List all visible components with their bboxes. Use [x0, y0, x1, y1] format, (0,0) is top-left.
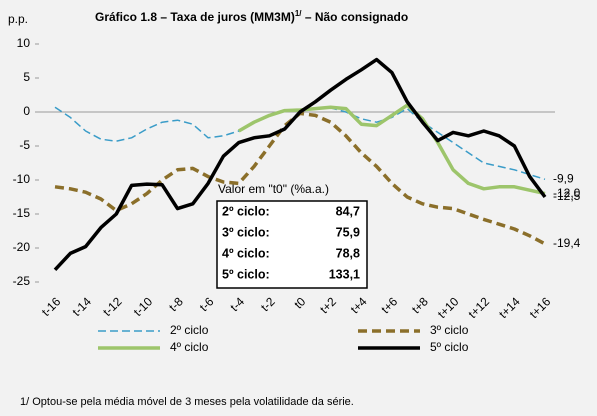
x-tick-label: t+12	[465, 294, 492, 321]
annotation-value: 78,8	[336, 246, 360, 260]
x-tick-label: t-10	[131, 294, 156, 319]
x-tick-label: t+10	[435, 294, 462, 321]
legend-label: 2º ciclo	[170, 323, 209, 337]
x-tick-label: t0	[291, 294, 308, 311]
y-tick-label: -5	[19, 138, 30, 152]
legend-label: 4º ciclo	[170, 340, 209, 354]
annotation-title: Valor em "t0" (%a.a.)	[218, 182, 329, 196]
legend-label: 3º ciclo	[430, 323, 469, 337]
x-tick-label: t-8	[166, 294, 186, 314]
annotation-label: 3º ciclo:	[222, 225, 270, 239]
y-axis-label: p.p.	[8, 12, 28, 26]
y-tick-label: -25	[13, 274, 31, 288]
x-tick-label: t-4	[227, 294, 247, 314]
y-tick-label: 0	[23, 104, 30, 118]
x-tick-label: t-2	[258, 294, 278, 314]
annotation-frame	[216, 200, 368, 289]
annotation-label: 2º ciclo:	[222, 204, 270, 218]
x-tick-label: t-16	[39, 294, 64, 319]
x-tick-label: t+4	[348, 294, 370, 316]
series-line	[54, 106, 546, 181]
legend-label: 5º ciclo	[430, 340, 469, 354]
title-suffix: – Não consignado	[302, 10, 409, 24]
y-tick-label: 5	[23, 70, 30, 84]
title-sup: 1/	[295, 9, 302, 18]
x-tick-label: t+8	[409, 294, 431, 316]
annotation-value: 84,7	[336, 204, 360, 218]
footnote: 1/ Optou-se pela média móvel de 3 meses …	[20, 396, 354, 408]
end-label: -19,4	[553, 236, 581, 250]
annotation-box: 2º ciclo: 84,7 3º ciclo: 75,9 4º ciclo: 78,8 5…	[216, 200, 368, 289]
x-tick-label: t+6	[378, 294, 400, 316]
series-line	[237, 103, 546, 196]
end-label: -9,9	[553, 171, 574, 185]
end-label: -12,0	[553, 186, 581, 200]
series-line	[53, 57, 547, 271]
end-label: -12,5	[553, 189, 581, 203]
chart-title: Gráfico 1.8 – Taxa de juros (MM3M)1/ – N…	[95, 9, 408, 24]
y-tick-label: 10	[17, 36, 31, 50]
annotation-label: 5º ciclo:	[222, 267, 270, 281]
y-tick-label: -15	[13, 206, 31, 220]
x-tick-label: t+16	[527, 294, 554, 321]
x-tick-label: t+2	[317, 294, 339, 316]
title-main: Gráfico 1.8 – Taxa de juros (MM3M)	[95, 10, 295, 24]
x-tick-label: t-12	[100, 294, 125, 319]
annotation-value: 75,9	[336, 225, 360, 239]
y-tick-label: -10	[13, 172, 31, 186]
y-tick-label: -20	[13, 240, 31, 254]
x-tick-label: t-6	[197, 294, 217, 314]
annotation-label: 4º ciclo:	[222, 246, 270, 260]
x-tick-label: t-14	[69, 294, 94, 319]
annotation-value: 133,1	[329, 267, 360, 281]
x-tick-label: t+14	[496, 294, 523, 321]
